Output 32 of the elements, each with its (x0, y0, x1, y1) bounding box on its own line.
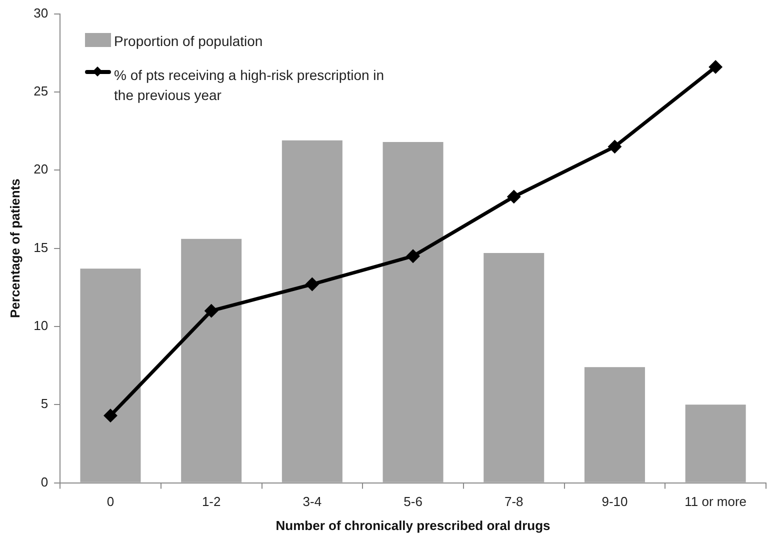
x-tick-label: 9-10 (602, 494, 628, 510)
legend-label: Proportion of population (114, 32, 263, 51)
y-axis-title: Percentage of patients (7, 178, 22, 318)
bar (685, 404, 746, 482)
x-tick-label: 7-8 (504, 494, 524, 510)
point (608, 140, 621, 153)
point (508, 190, 520, 203)
y-tick-label: 30 (34, 5, 48, 20)
y-tick-label: 15 (34, 240, 48, 255)
x-tick-label: 1-2 (202, 494, 221, 510)
bar (282, 140, 342, 482)
point (709, 60, 722, 74)
y-tick-label: 20 (34, 162, 48, 177)
bar (484, 252, 544, 482)
x-axis-title: Number of chronically prescribed oral drugs (276, 518, 550, 533)
bar (382, 142, 444, 482)
x-tick-label: 0 (106, 494, 114, 510)
bar (181, 238, 242, 482)
point (205, 304, 218, 318)
legend-label: % of pts receiving a high-risk prescription in the previous year (114, 66, 386, 105)
y-tick-label: 5 (40, 396, 48, 412)
x-tick-label: 11 or more (684, 494, 747, 510)
y-tick-label: 10 (34, 318, 48, 334)
y-tick-label: 0 (40, 474, 48, 490)
x-tick-label: 3-4 (302, 494, 322, 510)
point (306, 278, 318, 291)
bar (584, 367, 645, 482)
bar (80, 268, 141, 482)
y-tick-label: 25 (34, 84, 48, 99)
point (406, 250, 420, 262)
point (104, 409, 117, 422)
x-tick-label: 5-6 (404, 494, 422, 510)
